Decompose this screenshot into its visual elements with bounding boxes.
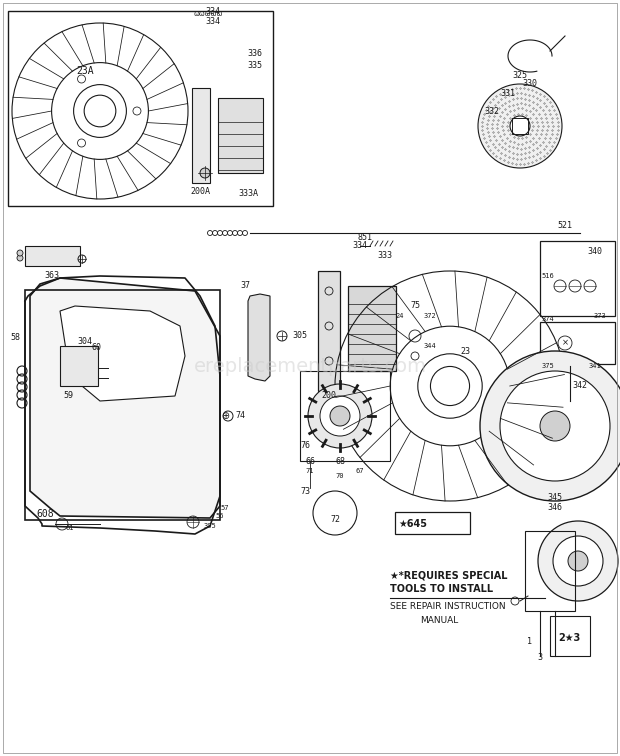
Text: ★645: ★645 bbox=[398, 519, 427, 529]
Text: 363: 363 bbox=[45, 271, 60, 280]
Text: 851: 851 bbox=[358, 234, 373, 243]
Text: 57: 57 bbox=[221, 505, 229, 511]
Text: ×: × bbox=[562, 339, 569, 348]
Text: 345: 345 bbox=[547, 494, 562, 503]
Text: 56: 56 bbox=[216, 513, 224, 519]
Circle shape bbox=[480, 351, 620, 501]
Text: ★*REQUIRES SPECIAL: ★*REQUIRES SPECIAL bbox=[390, 571, 508, 581]
Circle shape bbox=[566, 397, 574, 405]
Polygon shape bbox=[248, 294, 270, 381]
Circle shape bbox=[510, 116, 530, 136]
Text: 334: 334 bbox=[205, 17, 221, 26]
Text: TOOLS TO INSTALL: TOOLS TO INSTALL bbox=[390, 584, 493, 594]
Bar bbox=[395, 512, 470, 534]
Text: 325: 325 bbox=[513, 72, 528, 80]
Circle shape bbox=[568, 551, 588, 571]
Text: 37: 37 bbox=[240, 281, 250, 290]
Circle shape bbox=[308, 384, 372, 448]
Circle shape bbox=[17, 250, 23, 256]
Text: 341: 341 bbox=[588, 363, 601, 369]
Text: 521: 521 bbox=[557, 222, 572, 231]
Text: 331: 331 bbox=[500, 88, 515, 98]
Circle shape bbox=[330, 406, 350, 426]
Text: 72: 72 bbox=[330, 516, 340, 525]
Text: 608: 608 bbox=[36, 509, 54, 519]
Text: 346: 346 bbox=[547, 503, 562, 513]
Text: ereplacementparts.com: ereplacementparts.com bbox=[193, 357, 427, 376]
Text: ⊕: ⊕ bbox=[221, 411, 229, 421]
Bar bbox=[8, 11, 273, 206]
Text: 58: 58 bbox=[10, 333, 20, 342]
Text: 1: 1 bbox=[528, 637, 533, 646]
Text: 516: 516 bbox=[542, 273, 554, 279]
Text: 340: 340 bbox=[588, 246, 603, 256]
Polygon shape bbox=[30, 278, 220, 518]
Bar bbox=[60, 346, 98, 386]
Text: SEE REPAIR INSTRUCTION: SEE REPAIR INSTRUCTION bbox=[390, 602, 506, 611]
Bar bbox=[318, 271, 340, 391]
Text: MANUAL: MANUAL bbox=[420, 616, 458, 625]
Text: 334: 334 bbox=[205, 7, 221, 16]
Bar bbox=[192, 88, 210, 183]
Text: 66: 66 bbox=[305, 457, 315, 466]
Text: 200: 200 bbox=[322, 392, 337, 401]
Circle shape bbox=[478, 84, 562, 168]
Bar bbox=[525, 531, 575, 611]
Bar bbox=[540, 241, 615, 316]
Circle shape bbox=[200, 168, 210, 178]
Circle shape bbox=[538, 521, 618, 601]
Text: 23A: 23A bbox=[76, 66, 94, 76]
Text: 73: 73 bbox=[300, 487, 310, 495]
Text: 332: 332 bbox=[484, 107, 500, 116]
Text: 76: 76 bbox=[300, 442, 310, 451]
Text: 344: 344 bbox=[423, 343, 436, 349]
Text: 70: 70 bbox=[336, 473, 344, 479]
Text: ωωωωω: ωωωωω bbox=[193, 11, 223, 17]
Bar bbox=[25, 290, 220, 520]
Bar bbox=[512, 118, 528, 134]
Text: 305: 305 bbox=[293, 331, 308, 340]
Text: 68: 68 bbox=[335, 457, 345, 466]
Text: 71: 71 bbox=[306, 468, 314, 474]
Text: 304: 304 bbox=[78, 336, 92, 345]
Circle shape bbox=[553, 536, 603, 586]
Bar bbox=[550, 616, 590, 656]
Text: 333A: 333A bbox=[238, 190, 258, 199]
Text: 59: 59 bbox=[63, 392, 73, 401]
Text: 375: 375 bbox=[542, 363, 554, 369]
Text: 333: 333 bbox=[378, 252, 392, 261]
Text: 374: 374 bbox=[542, 316, 554, 322]
Text: 342: 342 bbox=[572, 382, 588, 391]
Polygon shape bbox=[60, 306, 185, 401]
Bar bbox=[348, 286, 396, 371]
Text: 23: 23 bbox=[460, 346, 470, 355]
Text: 74: 74 bbox=[235, 411, 245, 420]
Text: 372: 372 bbox=[423, 313, 436, 319]
Circle shape bbox=[500, 371, 610, 481]
Text: 60: 60 bbox=[92, 343, 102, 352]
Text: 75: 75 bbox=[410, 302, 420, 311]
Circle shape bbox=[540, 411, 570, 441]
Text: 61: 61 bbox=[66, 525, 74, 531]
Text: 336: 336 bbox=[247, 49, 262, 58]
Text: 67: 67 bbox=[356, 468, 365, 474]
Text: 373: 373 bbox=[593, 313, 606, 319]
Text: 330: 330 bbox=[523, 79, 538, 88]
Text: 335: 335 bbox=[247, 61, 262, 70]
Text: 24: 24 bbox=[396, 313, 404, 319]
Text: 3: 3 bbox=[538, 653, 542, 662]
Circle shape bbox=[320, 396, 360, 436]
Circle shape bbox=[17, 255, 23, 261]
Text: 305: 305 bbox=[203, 523, 216, 529]
Bar bbox=[300, 371, 390, 461]
Text: 2★3: 2★3 bbox=[558, 633, 580, 643]
Text: 334: 334 bbox=[353, 241, 368, 250]
Text: 200A: 200A bbox=[190, 187, 210, 196]
Bar bbox=[540, 322, 615, 364]
Bar bbox=[25, 246, 80, 266]
Bar bbox=[218, 98, 263, 173]
